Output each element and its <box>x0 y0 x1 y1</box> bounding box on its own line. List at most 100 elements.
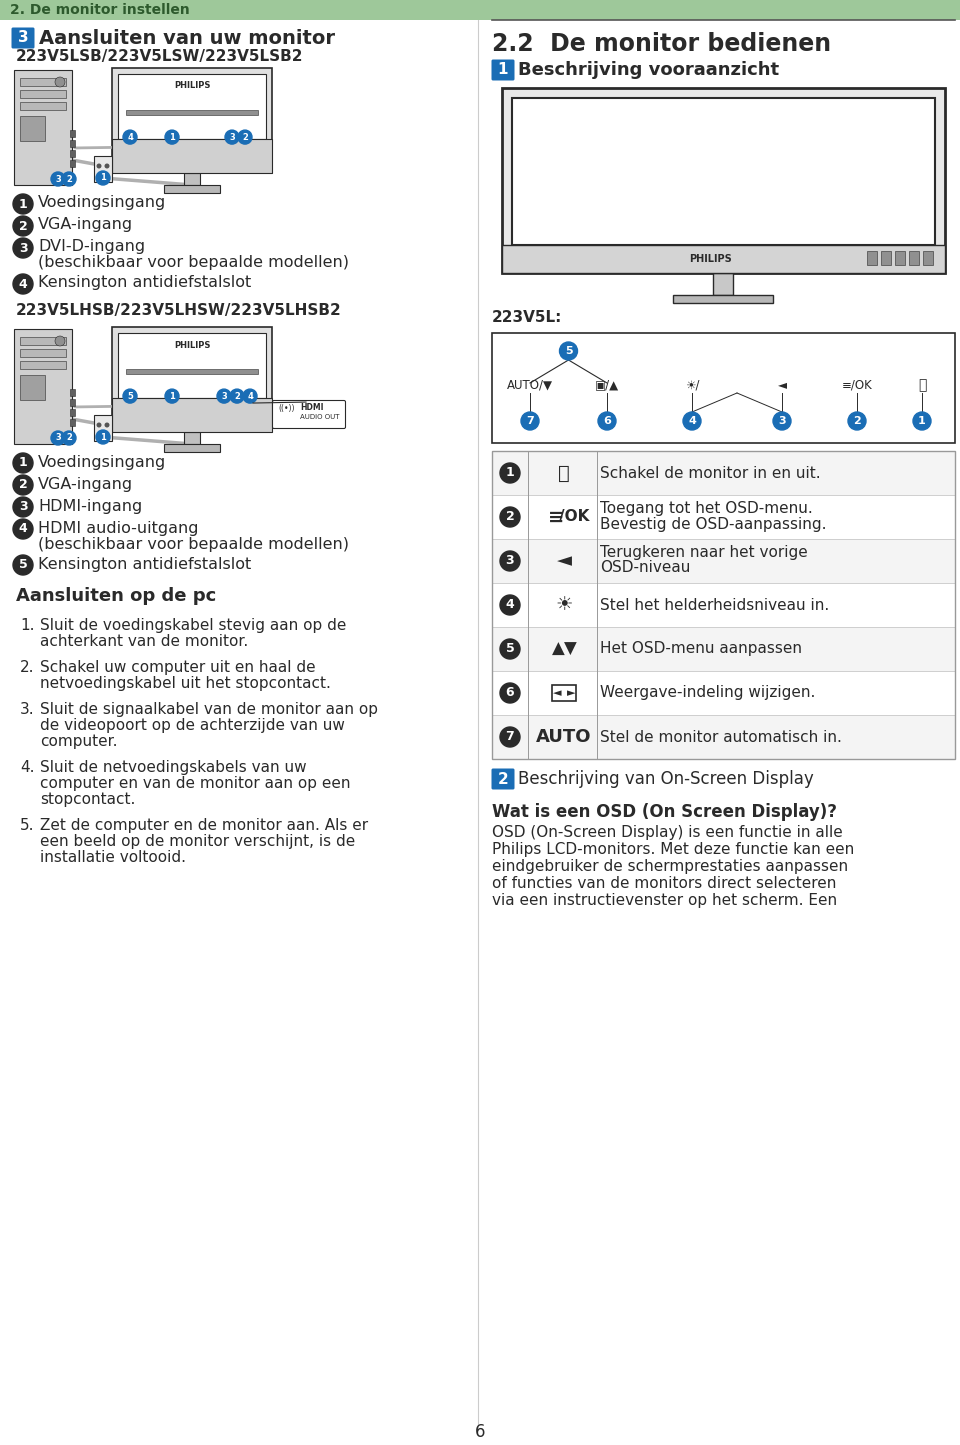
Text: 1.: 1. <box>20 618 35 633</box>
Bar <box>895 251 905 264</box>
Circle shape <box>500 595 520 616</box>
Circle shape <box>13 519 33 539</box>
Circle shape <box>96 431 110 444</box>
Text: ⏻: ⏻ <box>918 379 926 392</box>
Text: Voedingsingang: Voedingsingang <box>38 455 166 470</box>
Text: 6: 6 <box>475 1423 485 1441</box>
Circle shape <box>62 172 76 186</box>
Text: 6: 6 <box>506 686 515 699</box>
Text: ◄: ◄ <box>778 379 786 392</box>
Text: Het OSD-menu aanpassen: Het OSD-menu aanpassen <box>600 642 802 656</box>
Bar <box>126 110 258 116</box>
Text: ((•)): ((•)) <box>278 405 295 413</box>
Circle shape <box>500 727 520 747</box>
Circle shape <box>230 389 244 403</box>
Bar <box>20 361 66 368</box>
Circle shape <box>51 172 65 186</box>
Text: 3: 3 <box>506 555 515 568</box>
Circle shape <box>123 130 137 144</box>
Text: ⏻: ⏻ <box>558 464 570 483</box>
Text: 3: 3 <box>18 241 27 254</box>
Text: Bevestig de OSD-aanpassing.: Bevestig de OSD-aanpassing. <box>600 516 827 532</box>
Text: Schakel uw computer uit en haal de: Schakel uw computer uit en haal de <box>40 660 316 675</box>
Text: 223V5L:: 223V5L: <box>492 309 563 325</box>
Bar <box>20 103 66 110</box>
Text: ▼: ▼ <box>564 640 576 657</box>
Circle shape <box>97 422 102 428</box>
Circle shape <box>913 412 931 431</box>
Bar <box>492 670 955 715</box>
Text: AUTO/▼: AUTO/▼ <box>507 379 553 392</box>
Bar <box>70 419 75 426</box>
Circle shape <box>500 462 520 483</box>
Bar <box>164 185 220 194</box>
Text: computer.: computer. <box>40 734 117 749</box>
Text: AUDIO OUT: AUDIO OUT <box>300 415 340 420</box>
Circle shape <box>55 337 65 345</box>
Bar <box>164 444 220 452</box>
FancyBboxPatch shape <box>12 27 35 49</box>
Text: 1: 1 <box>100 432 106 442</box>
Text: Kensington antidiefstalslot: Kensington antidiefstalslot <box>38 276 252 290</box>
Text: ►: ► <box>566 688 575 698</box>
Text: 5.: 5. <box>20 818 35 832</box>
Circle shape <box>773 412 791 431</box>
Text: PHILIPS: PHILIPS <box>174 81 210 91</box>
Circle shape <box>217 389 231 403</box>
Bar <box>0 0 960 20</box>
Text: 3: 3 <box>17 30 28 45</box>
Text: 1: 1 <box>497 62 508 78</box>
Circle shape <box>500 639 520 659</box>
Bar <box>20 337 66 345</box>
Bar <box>492 539 955 582</box>
Text: 1: 1 <box>18 457 28 470</box>
Text: 5: 5 <box>564 345 572 355</box>
Text: AUTO: AUTO <box>537 728 591 746</box>
Bar <box>70 140 75 147</box>
Bar <box>94 415 112 441</box>
Text: (beschikbaar voor bepaalde modellen): (beschikbaar voor bepaalde modellen) <box>38 256 349 270</box>
Text: 2: 2 <box>506 510 515 523</box>
Text: Zet de computer en de monitor aan. Als er: Zet de computer en de monitor aan. Als e… <box>40 818 368 832</box>
Text: via een instructievenster op het scherm. Een: via een instructievenster op het scherm.… <box>492 893 837 907</box>
Text: 7: 7 <box>526 416 534 426</box>
Bar <box>94 156 112 182</box>
Text: 4: 4 <box>18 523 28 536</box>
Circle shape <box>238 130 252 144</box>
Text: PHILIPS: PHILIPS <box>689 254 732 264</box>
Text: ☀/: ☀/ <box>684 379 699 392</box>
Text: een beeld op de monitor verschijnt, is de: een beeld op de monitor verschijnt, is d… <box>40 834 355 850</box>
Circle shape <box>123 389 137 403</box>
Text: Sluit de signaalkabel van de monitor aan op: Sluit de signaalkabel van de monitor aan… <box>40 702 378 717</box>
Circle shape <box>55 77 65 87</box>
Circle shape <box>13 194 33 214</box>
Text: 2: 2 <box>234 392 240 400</box>
Bar <box>492 451 955 759</box>
Circle shape <box>13 215 33 236</box>
Bar <box>70 409 75 416</box>
Bar <box>118 332 266 399</box>
Bar <box>20 376 45 400</box>
Circle shape <box>13 555 33 575</box>
Text: 3: 3 <box>55 434 60 442</box>
Circle shape <box>51 431 65 445</box>
Text: Stel de monitor automatisch in.: Stel de monitor automatisch in. <box>600 730 842 744</box>
Text: eindgebruiker de schermprestaties aanpassen: eindgebruiker de schermprestaties aanpas… <box>492 858 848 874</box>
Text: Aansluiten op de pc: Aansluiten op de pc <box>16 587 216 605</box>
Text: DVI-D-ingang: DVI-D-ingang <box>38 240 145 254</box>
Text: Terugkeren naar het vorige: Terugkeren naar het vorige <box>600 546 807 561</box>
Circle shape <box>97 163 102 169</box>
Circle shape <box>105 163 109 169</box>
Circle shape <box>521 412 539 431</box>
Text: PHILIPS: PHILIPS <box>174 341 210 350</box>
Text: ◄: ◄ <box>557 552 571 571</box>
Text: 2: 2 <box>18 478 28 491</box>
Text: 3: 3 <box>229 133 235 142</box>
Text: 3.: 3. <box>20 702 35 717</box>
Text: ☀: ☀ <box>555 595 573 614</box>
Bar <box>20 90 66 98</box>
Circle shape <box>13 497 33 517</box>
Text: 4: 4 <box>506 598 515 611</box>
Text: Toegang tot het OSD-menu.: Toegang tot het OSD-menu. <box>600 501 813 516</box>
Bar <box>502 246 945 273</box>
